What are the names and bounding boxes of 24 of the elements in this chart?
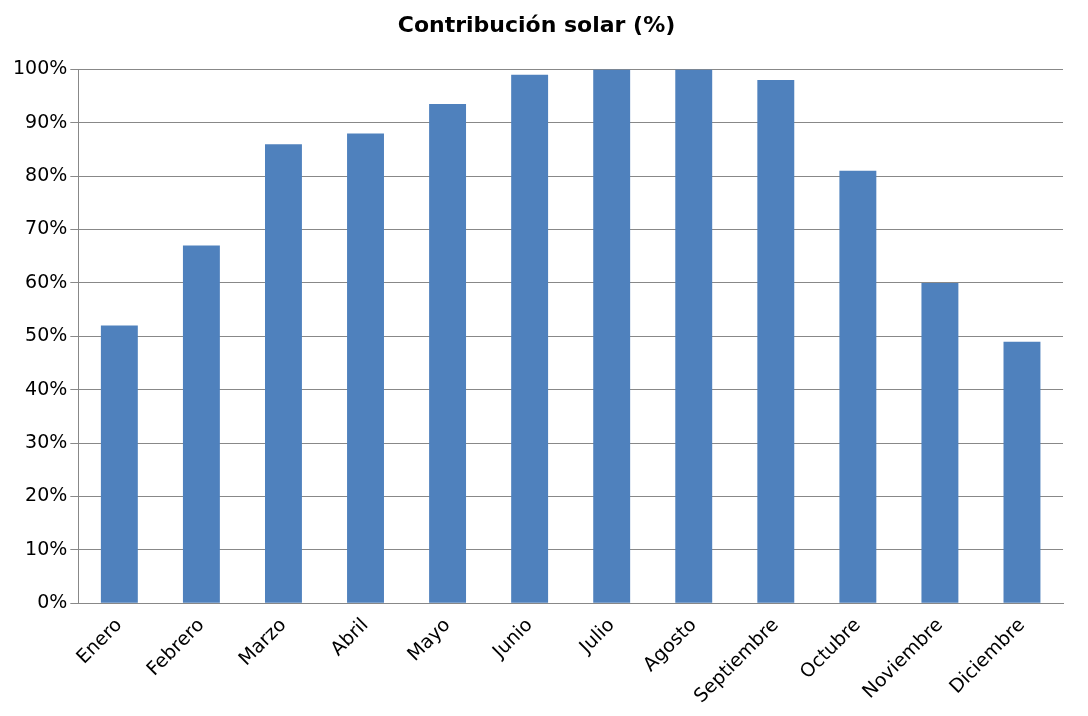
y-tick-label: 20% <box>25 483 68 506</box>
y-tick-label: 70% <box>25 216 68 239</box>
bar <box>675 69 713 603</box>
y-tick-label: 60% <box>25 269 68 292</box>
y-tick-label: 100% <box>12 56 68 79</box>
bar <box>100 325 138 603</box>
bar <box>429 104 467 603</box>
chart-title: Contribución solar (%) <box>397 11 676 37</box>
bar <box>347 133 384 603</box>
y-tick-label: 0% <box>37 590 68 613</box>
bar <box>839 170 877 603</box>
y-tick-label: 80% <box>25 163 68 186</box>
bar <box>757 80 795 603</box>
y-tick-label: 90% <box>25 109 68 132</box>
bar <box>921 282 959 603</box>
bar <box>182 245 220 603</box>
bar <box>1003 341 1041 603</box>
y-tick-label: 10% <box>25 536 68 559</box>
y-tick-label: 50% <box>25 323 68 346</box>
bar <box>511 74 549 603</box>
bar <box>265 144 302 603</box>
y-tick-label: 30% <box>25 429 68 452</box>
y-tick-label: 40% <box>25 376 68 399</box>
bar <box>593 69 631 603</box>
